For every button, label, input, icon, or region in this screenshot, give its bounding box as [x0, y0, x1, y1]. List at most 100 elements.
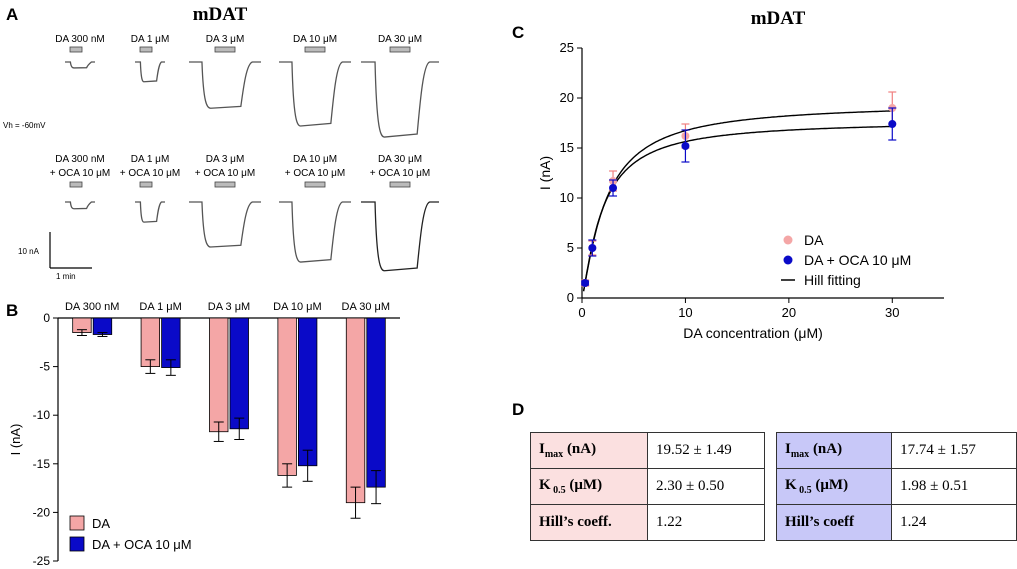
y-tick-label: -10 — [33, 408, 51, 422]
value-imax: 19.52 ± 1.49 — [647, 432, 765, 469]
value-imax: 17.74 ± 1.57 — [891, 432, 1017, 469]
panel-c-letter: C — [512, 23, 524, 42]
param-imax: Imax (nA) — [775, 432, 893, 469]
data-point-oca — [581, 279, 590, 287]
y-tick-label: 0 — [43, 311, 50, 325]
value-hill: 1.24 — [891, 504, 1017, 541]
table-oca-parameters: Imax (nA) 17.74 ± 1.57 K 0.5 (μM) 1.98 ±… — [775, 432, 1017, 541]
chart-title: mDAT — [751, 8, 806, 29]
trace-label: DA 300 nM — [55, 154, 104, 165]
y-tick-label: 15 — [560, 140, 574, 155]
param-k05: K 0.5 (μM) — [775, 468, 893, 505]
current-trace — [279, 61, 351, 127]
trace-label: DA 30 μM — [378, 34, 422, 45]
legend-marker — [783, 235, 793, 245]
param-hill: Hill’s coeff — [775, 504, 893, 541]
panel-a-letter: A — [6, 5, 18, 24]
y-axis-label: I (nA) — [537, 156, 553, 190]
bar-oca — [297, 317, 318, 467]
y-tick-label: -15 — [33, 457, 51, 471]
param-k05: K 0.5 (μM) — [530, 468, 648, 505]
current-trace — [135, 61, 165, 83]
data-point-oca — [609, 184, 618, 192]
legend-label: DA — [804, 232, 824, 248]
panel-c-dose-response: mDAT 0 5 10 15 20 25 0 10 20 30 DA concentration (μ… — [537, 8, 944, 341]
scale-current-label: 10 nA — [18, 247, 40, 256]
bar-oca — [229, 317, 249, 430]
trace-label: DA 3 μM — [206, 154, 245, 165]
category-label: DA 3 μM — [208, 301, 250, 313]
table-row: K 0.5 (μM) 1.98 ± 0.51 — [775, 468, 1017, 505]
application-marker — [69, 46, 83, 53]
category-label: DA 1 μM — [139, 301, 181, 313]
legend-label: Hill fitting — [804, 272, 861, 288]
trace-label: + OCA 10 μM — [195, 168, 256, 179]
value-hill: 1.22 — [647, 504, 765, 541]
table-row: Hill’s coeff 1.24 — [775, 504, 1017, 541]
hill-fit-curve — [582, 110, 893, 292]
legend-swatch — [69, 536, 85, 552]
value-k05: 2.30 ± 0.50 — [647, 468, 765, 505]
category-label: DA 300 nM — [65, 301, 119, 313]
application-marker — [304, 46, 326, 53]
param-imax: Imax (nA) — [530, 432, 648, 469]
trace-label: DA 10 μM — [293, 34, 337, 45]
holding-potential-label: Vh = -60mV — [3, 121, 46, 130]
table-da-parameters: Imax (nA) 19.52 ± 1.49 K 0.5 (μM) 2.30 ±… — [530, 432, 765, 541]
table-row: Imax (nA) 19.52 ± 1.49 — [530, 432, 765, 469]
bar-oca — [92, 317, 113, 335]
trace-label: DA 10 μM — [293, 154, 337, 165]
y-tick-label: 25 — [560, 40, 574, 55]
current-trace — [65, 61, 95, 69]
application-marker — [69, 181, 83, 188]
application-marker — [389, 181, 411, 188]
application-marker — [304, 181, 326, 188]
panel-a-title: mDAT — [193, 4, 248, 25]
data-point-oca — [681, 142, 690, 150]
trace-label: + OCA 10 μM — [50, 168, 111, 179]
bar-da — [209, 317, 229, 433]
current-trace — [135, 201, 165, 223]
y-tick-label: -5 — [39, 360, 50, 374]
application-marker — [139, 46, 153, 53]
hill-fit-curve — [582, 125, 893, 292]
x-tick-label: 30 — [885, 305, 899, 320]
x-axis-label: DA concentration (μM) — [683, 325, 823, 341]
bar-da — [277, 317, 297, 476]
legend-label: DA + OCA 10 μM — [92, 537, 192, 552]
table-row: Imax (nA) 17.74 ± 1.57 — [775, 432, 1017, 469]
legend-swatch — [69, 515, 85, 531]
table-row: Hill’s coeff. 1.22 — [530, 504, 765, 541]
bar-da — [345, 317, 366, 504]
y-tick-label: 20 — [560, 90, 574, 105]
y-tick-label: -20 — [33, 505, 51, 519]
trace-label: DA 300 nM — [55, 34, 104, 45]
scale-time-label: 1 min — [56, 272, 76, 281]
panel-b-bar-chart: 0 -5 -10 -15 -20 -25 I (nA) DA 300 nM DA 1 μM DA … — [8, 301, 400, 568]
application-marker — [214, 46, 236, 53]
current-trace — [189, 61, 261, 109]
panel-a-traces: mDAT Vh = -60mV DA 300 nM DA 1 μM DA 3 μM D… — [3, 4, 439, 281]
current-trace — [279, 201, 351, 263]
panel-d-letter: D — [512, 400, 524, 419]
x-tick-label: 20 — [782, 305, 796, 320]
application-marker — [214, 181, 236, 188]
trace-label: DA 3 μM — [206, 34, 245, 45]
category-label: DA 10 μM — [273, 301, 322, 313]
x-tick-label: 0 — [578, 305, 585, 320]
current-trace — [189, 201, 261, 248]
y-tick-label: 5 — [567, 240, 574, 255]
value-k05: 1.98 ± 0.51 — [891, 468, 1017, 505]
application-marker — [139, 181, 153, 188]
data-point-oca — [888, 120, 897, 128]
param-hill: Hill’s coeff. — [530, 504, 648, 541]
current-trace — [361, 61, 439, 138]
trace-label: + OCA 10 μM — [370, 168, 431, 179]
trace-label: DA 1 μM — [131, 34, 170, 45]
trace-label: DA 30 μM — [378, 154, 422, 165]
application-marker — [389, 46, 411, 53]
trace-label: DA 1 μM — [131, 154, 170, 165]
bar-oca — [366, 317, 386, 488]
trace-label: + OCA 10 μM — [285, 168, 346, 179]
